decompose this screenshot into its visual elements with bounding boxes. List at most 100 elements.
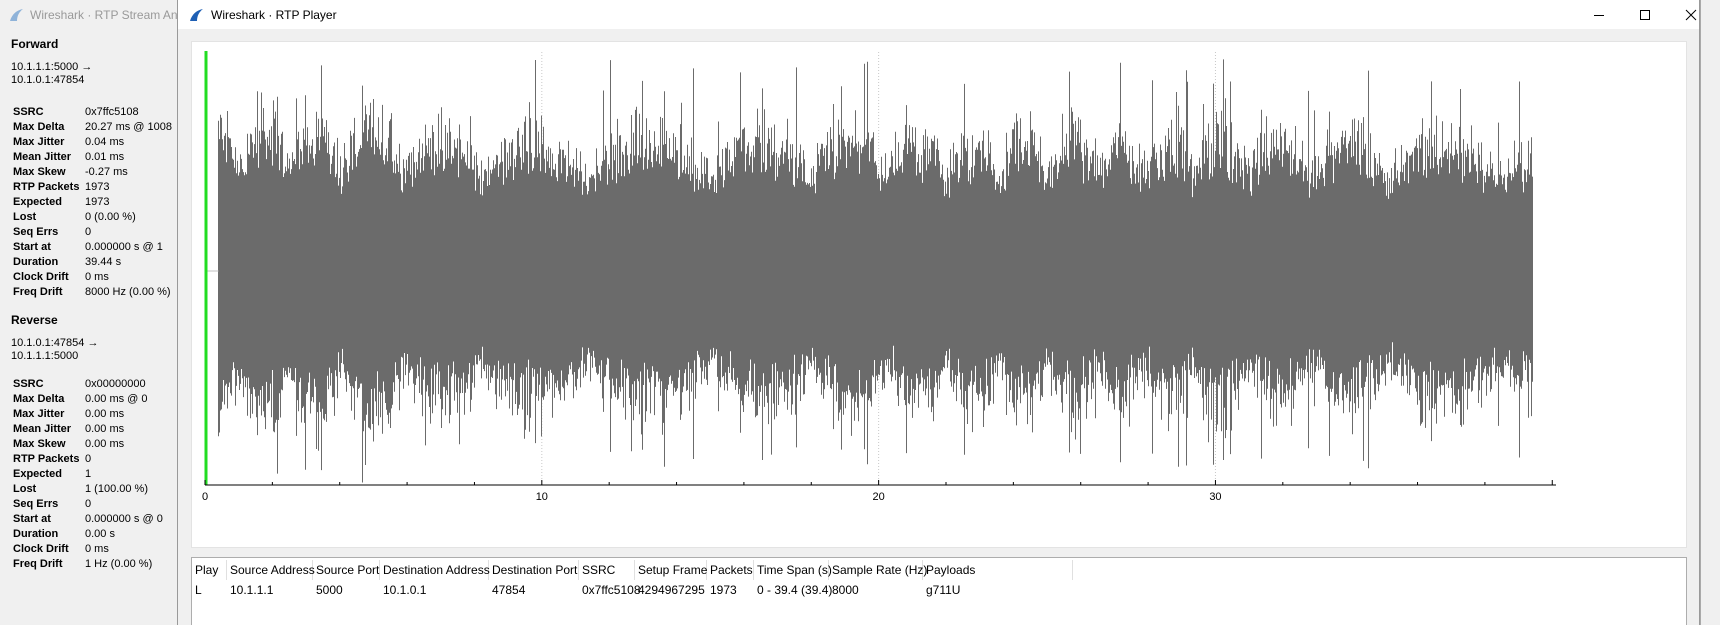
- forward-stat-row: Expected 1973: [13, 195, 172, 210]
- column-header[interactable]: Time Span (s): [754, 560, 832, 580]
- stat-key: Start at: [13, 241, 51, 253]
- forward-stat-row: Mean Jitter 0.01 ms: [13, 150, 172, 165]
- table-cell: 8000: [832, 583, 859, 597]
- reverse-stat-row: Clock Drift 0 ms: [13, 542, 163, 557]
- reverse-stat-row: Mean Jitter 0.00 ms: [13, 422, 163, 437]
- wireshark-logo-icon: [10, 9, 23, 21]
- stat-value: 0x7ffc5108: [85, 106, 139, 118]
- stat-value: 0.00 ms @ 0: [85, 393, 148, 405]
- stat-value: 0.04 ms: [85, 136, 125, 148]
- column-header[interactable]: Source Address: [227, 560, 315, 580]
- reverse-stat-row: SSRC 0x00000000: [13, 377, 163, 392]
- stat-key: Clock Drift: [13, 271, 69, 283]
- close-icon: [1685, 9, 1697, 20]
- forward-stat-row: Freq Drift 8000 Hz (0.00 %): [13, 285, 172, 300]
- minimize-icon: [1594, 14, 1604, 16]
- table-cell: 5000: [316, 583, 343, 597]
- stat-key: Duration: [13, 256, 59, 268]
- column-header[interactable]: Source Port: [313, 560, 380, 580]
- x-tick-label: 20: [873, 491, 885, 503]
- forward-stat-row: Clock Drift 0 ms: [13, 270, 172, 285]
- forward-stat-row: Start at 0.000000 s @ 1: [13, 240, 172, 255]
- column-header[interactable]: Sample Rate (Hz): [829, 560, 927, 580]
- reverse-stat-row: Max Delta 0.00 ms @ 0: [13, 392, 163, 407]
- analysis-title-bar[interactable]: Wireshark · RTP Stream Analysis: [0, 0, 178, 30]
- forward-stat-row: SSRC 0x7ffc5108: [13, 105, 172, 120]
- reverse-stat-row: Start at 0.000000 s @ 0: [13, 512, 163, 527]
- forward-stat-row: Max Skew -0.27 ms: [13, 165, 172, 180]
- reverse-stat-row: Lost 1 (100.00 %): [13, 482, 163, 497]
- stat-key: SSRC: [13, 378, 44, 390]
- column-header[interactable]: Setup Frame: [635, 560, 707, 580]
- wireshark-logo-icon: [190, 8, 203, 21]
- stat-value: 1 Hz (0.00 %): [85, 558, 153, 570]
- reverse-stat-row: Duration 0.00 s: [13, 527, 163, 542]
- stat-key: Max Delta: [13, 393, 65, 405]
- stat-value: 0.00 s: [85, 528, 115, 540]
- reverse-stat-row: Max Skew 0.00 ms: [13, 437, 163, 452]
- forward-stat-row: Duration 39.44 s: [13, 255, 172, 270]
- stat-key: Max Skew: [13, 166, 66, 178]
- analysis-window-title: Wireshark · RTP Stream Analysis: [30, 8, 178, 22]
- table-header: Play Source Address Source Port Destination…: [192, 560, 1686, 580]
- stat-value: 20.27 ms @ 1008: [85, 121, 172, 133]
- table-cell: 1973: [710, 583, 737, 597]
- stat-key: Max Jitter: [13, 408, 65, 420]
- x-tick-label: 0: [202, 491, 208, 503]
- stat-value: 8000 Hz (0.00 %): [85, 286, 171, 298]
- rtp-player-window: Wireshark · RTP Player 0 10 20 30 Play Sourc…: [177, 0, 1700, 625]
- table-row[interactable]: L 10.1.1.1 5000 10.1.0.1 47854 0x7ffc5108 4294…: [192, 580, 1686, 600]
- reverse-stat-row: Max Jitter 0.00 ms: [13, 407, 163, 422]
- stat-value: 0: [85, 226, 92, 238]
- stat-key: Max Jitter: [13, 136, 65, 148]
- stat-key: Max Skew: [13, 438, 66, 450]
- stat-key: RTP Packets: [13, 453, 80, 465]
- stat-key: Seq Errs: [13, 226, 59, 238]
- table-cell: 0x7ffc5108: [582, 583, 641, 597]
- table-cell: 0 - 39.4 (39.4): [757, 583, 833, 597]
- stat-key: Start at: [13, 513, 51, 525]
- column-header[interactable]: Destination Port: [489, 560, 579, 580]
- table-cell: L: [195, 583, 202, 597]
- x-tick-label: 10: [536, 491, 548, 503]
- table-cell: 47854: [492, 583, 526, 597]
- stat-value: 0: [85, 498, 92, 510]
- table-cell: g711U: [926, 583, 961, 597]
- maximize-button[interactable]: [1622, 0, 1668, 29]
- reverse-stat-row: RTP Packets 0: [13, 452, 163, 467]
- streams-table: Play Source Address Source Port Destination…: [191, 557, 1687, 625]
- audio-waveform-plot[interactable]: 0 10 20 30: [191, 41, 1687, 548]
- stat-value: 39.44 s: [85, 256, 122, 268]
- forward-address-to: 10.1.0.1:47854: [11, 74, 85, 86]
- forward-stat-row: Lost 0 (0.00 %): [13, 210, 172, 225]
- player-title-bar[interactable]: Wireshark · RTP Player: [178, 0, 1699, 29]
- forward-stat-row: RTP Packets 1973: [13, 180, 172, 195]
- stat-value: -0.27 ms: [85, 166, 128, 178]
- waveform-chart: 0 10 20 30: [202, 51, 1556, 503]
- background-window-edge: [1700, 0, 1720, 625]
- table-cell: 10.1.0.1: [383, 583, 427, 597]
- stat-key: SSRC: [13, 106, 44, 118]
- stat-key: Max Delta: [13, 121, 65, 133]
- stat-key: Lost: [13, 211, 37, 223]
- column-header[interactable]: SSRC: [579, 560, 635, 580]
- stat-value: 0.000000 s @ 1: [85, 241, 163, 253]
- minimize-button[interactable]: [1576, 0, 1622, 29]
- reverse-heading: Reverse: [11, 313, 58, 327]
- stat-value: 0: [85, 453, 92, 465]
- reverse-stats-list: SSRC 0x00000000 Max Delta 0.00 ms @ 0 Max Ji…: [13, 377, 163, 572]
- stat-key: Freq Drift: [13, 286, 63, 298]
- stat-key: Lost: [13, 483, 37, 495]
- forward-stat-row: Seq Errs 0: [13, 225, 172, 240]
- stat-value: 0.01 ms: [85, 151, 125, 163]
- stat-value: 0x00000000: [85, 378, 146, 390]
- close-button[interactable]: [1668, 0, 1714, 29]
- column-header[interactable]: Packets: [707, 560, 754, 580]
- column-header[interactable]: Destination Address: [380, 560, 490, 580]
- player-window-title: Wireshark · RTP Player: [211, 7, 337, 22]
- table-cell: 4294967295: [638, 583, 705, 597]
- column-header[interactable]: Play: [192, 560, 227, 580]
- reverse-stat-row: Seq Errs 0: [13, 497, 163, 512]
- column-header[interactable]: Payloads: [923, 560, 1073, 580]
- stat-value: 0.000000 s @ 0: [85, 513, 163, 525]
